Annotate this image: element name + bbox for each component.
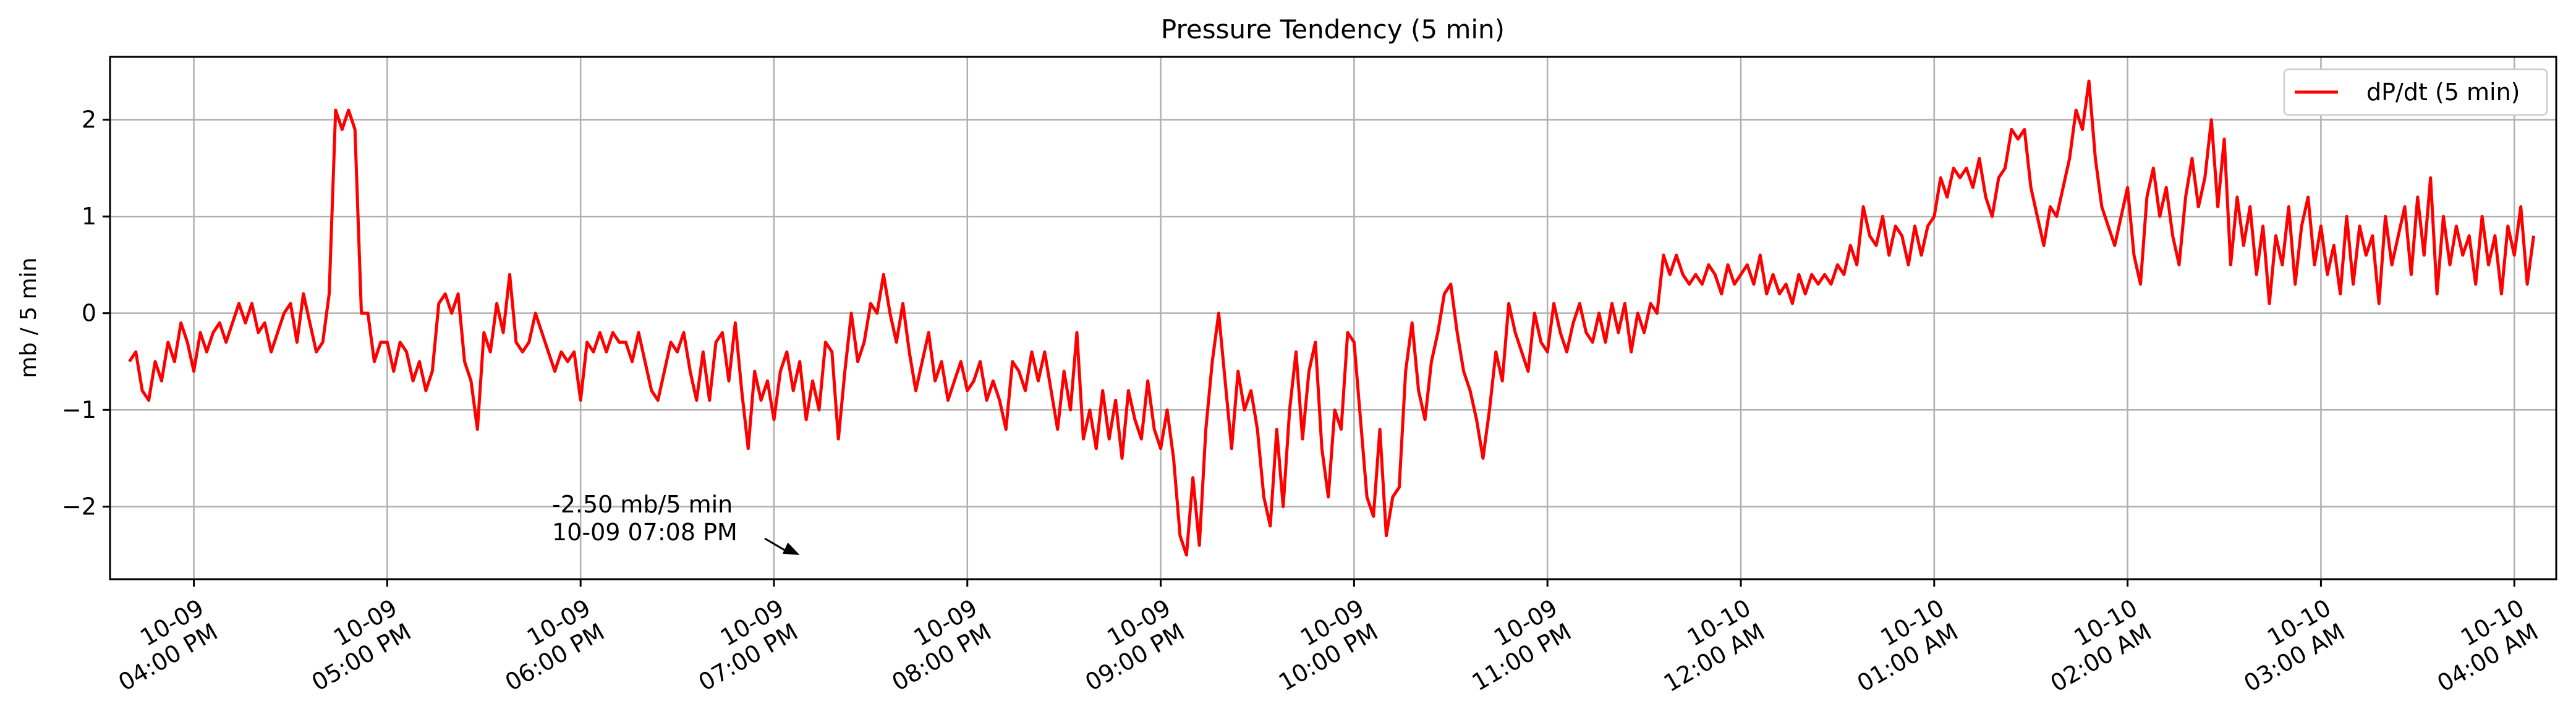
series-line [128,79,2535,557]
plot-frame [109,56,2557,580]
legend: dP/dt (5 min) [2283,68,2548,116]
y-axis: 2 1 0 −1 −2 [62,106,110,520]
y-tick-label: 0 [82,300,96,327]
legend-box [2283,68,2548,116]
grid-lines [110,57,2556,579]
y-tick-label: 1 [82,203,96,230]
chart-title: Pressure Tendency (5 min) [1161,14,1505,45]
annotation: -2.50 mb/5 min 10-09 07:08 PM [552,491,800,555]
annotation-arrow-head [782,542,800,555]
y-tick-label: 2 [82,106,96,134]
legend-label: dP/dt (5 min) [2366,79,2520,106]
y-tick-label: −2 [62,493,96,520]
y-tick-label: −1 [62,396,96,423]
y-axis-label: mb / 5 min [16,257,41,378]
annotation-value: -2.50 mb/5 min [552,491,733,518]
annotation-time: 10-09 07:08 PM [552,519,738,546]
data-series [128,79,2535,557]
